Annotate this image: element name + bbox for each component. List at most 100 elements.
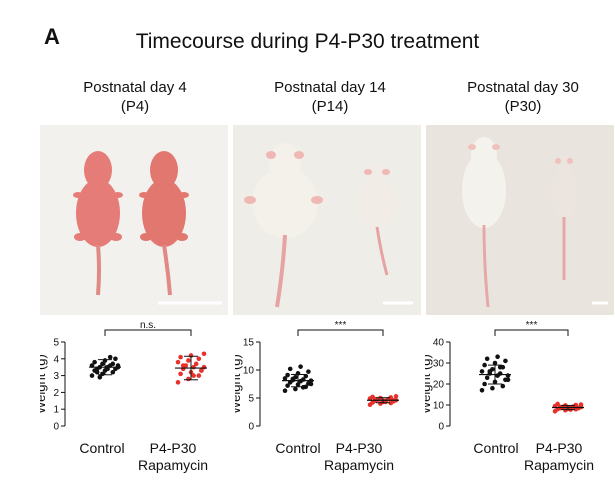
y-axis-label: Weight (g) <box>40 354 48 414</box>
y-tick-label: 2 <box>53 388 59 399</box>
photo-p14-mice <box>233 125 421 315</box>
xlabel-control-p4: Control <box>72 440 132 457</box>
xlabel-treated-p30: P4-P30 Rapamycin <box>514 440 604 474</box>
data-point <box>110 361 116 367</box>
data-point <box>113 356 118 362</box>
mouse-treated-ear <box>364 169 372 175</box>
panel-letter: A <box>44 24 60 49</box>
data-point <box>500 383 506 389</box>
data-point <box>492 360 498 366</box>
data-point <box>201 351 207 357</box>
data-point <box>578 402 584 407</box>
photo-background <box>40 125 228 315</box>
mouse-control-ear <box>492 144 500 150</box>
y-tick-label: 10 <box>433 401 445 412</box>
photo-background <box>426 125 614 315</box>
data-point <box>175 359 181 365</box>
data-point <box>487 369 493 374</box>
data-point <box>495 354 500 359</box>
y-tick-label: 30 <box>433 359 445 370</box>
figure-title: Timecourse during P4-P30 treatment <box>135 30 480 53</box>
column-title-line: (P30) <box>504 98 542 115</box>
data-point <box>482 381 487 387</box>
xlabel-treated-p14: P4-P30 Rapamycin <box>314 440 404 474</box>
data-point <box>107 354 113 360</box>
group-label: Control <box>275 440 321 456</box>
column-title-line: (P14) <box>311 98 349 115</box>
y-tick-label: 1 <box>53 405 59 416</box>
weight-scatter-chart-p4: 0 1 2 3 4 5 Weight (g) n.s. <box>33 320 207 433</box>
y-tick-label: 5 <box>53 338 59 349</box>
xlabel-control-p14: Control <box>268 440 328 457</box>
data-point <box>497 364 503 370</box>
data-point <box>479 388 485 393</box>
y-tick-label: 0 <box>53 422 59 433</box>
mouse-control-ear <box>468 144 476 150</box>
data-point <box>300 385 306 390</box>
mouse-treated-ear <box>555 158 561 164</box>
data-point <box>505 377 511 383</box>
data-point <box>180 363 186 368</box>
data-point <box>484 375 490 380</box>
data-point <box>282 388 288 394</box>
mouse-control-ear <box>294 151 304 159</box>
data-point <box>178 371 183 377</box>
data-point <box>196 356 202 362</box>
mouse-treated-tail <box>375 226 389 276</box>
column-title-p30: Postnatal day 30 (P30) <box>428 78 615 116</box>
y-tick-label: 5 <box>248 394 254 405</box>
photo-p30-mice <box>426 125 614 315</box>
data-point <box>178 354 183 360</box>
weight-plot-p30: 0 10 20 30 40 Weight (g) *** <box>418 318 615 438</box>
mouse-treated-ear <box>382 169 390 175</box>
data-point <box>503 358 508 364</box>
weight-plot-p14: 0 5 10 15 Weight (g) *** <box>228 318 425 438</box>
y-tick-label: 3 <box>53 371 59 382</box>
mouse-control <box>462 137 506 228</box>
data-point <box>199 368 204 373</box>
data-point <box>306 369 311 374</box>
data-point <box>94 369 100 375</box>
mouse-control <box>252 143 318 238</box>
mouse-control-paw <box>244 196 256 204</box>
group-label: P4-P30 <box>335 440 383 456</box>
xlabel-control-p30: Control <box>466 440 526 457</box>
significance-bracket <box>494 329 569 336</box>
pup-control <box>73 151 123 247</box>
data-point <box>482 362 487 368</box>
photo-p4-mice <box>40 125 228 315</box>
y-axis-label: Weight (g) <box>425 354 433 414</box>
data-point <box>89 373 95 378</box>
mouse-control-paw <box>311 196 323 204</box>
data-point <box>393 394 399 399</box>
y-tick-label: 15 <box>243 338 255 349</box>
data-point <box>97 374 103 380</box>
xlabel-treated-p4: P4-P30 Rapamycin <box>128 440 218 474</box>
mouse-control-tail <box>275 234 287 308</box>
group-label: P4-P30 <box>535 440 583 456</box>
column-title-p14: Postnatal day 14 (P14) <box>235 78 425 116</box>
group-label: Control <box>473 440 519 456</box>
data-point <box>186 376 191 382</box>
data-point <box>110 369 116 375</box>
y-tick-label: 10 <box>243 366 255 377</box>
y-tick-label: 4 <box>53 354 59 365</box>
column-title-line: (P4) <box>120 98 150 115</box>
data-point <box>484 356 490 362</box>
data-point <box>175 380 181 385</box>
pup-treated-tail <box>162 244 172 296</box>
mouse-treated-ear <box>567 158 573 164</box>
significance-label: *** <box>526 320 538 331</box>
data-point <box>282 376 288 381</box>
column-title-line: Postnatal day 30 <box>467 79 579 96</box>
group-label: P4-P30 <box>149 440 197 456</box>
data-point <box>193 361 199 367</box>
data-point <box>191 373 196 378</box>
significance-bracket <box>104 329 192 336</box>
significance-label: *** <box>335 320 347 331</box>
column-title-p4: Postnatal day 4 (P4) <box>40 78 230 116</box>
y-tick-label: 20 <box>433 380 445 391</box>
pup-control-tail <box>96 244 101 296</box>
data-point <box>92 359 97 365</box>
